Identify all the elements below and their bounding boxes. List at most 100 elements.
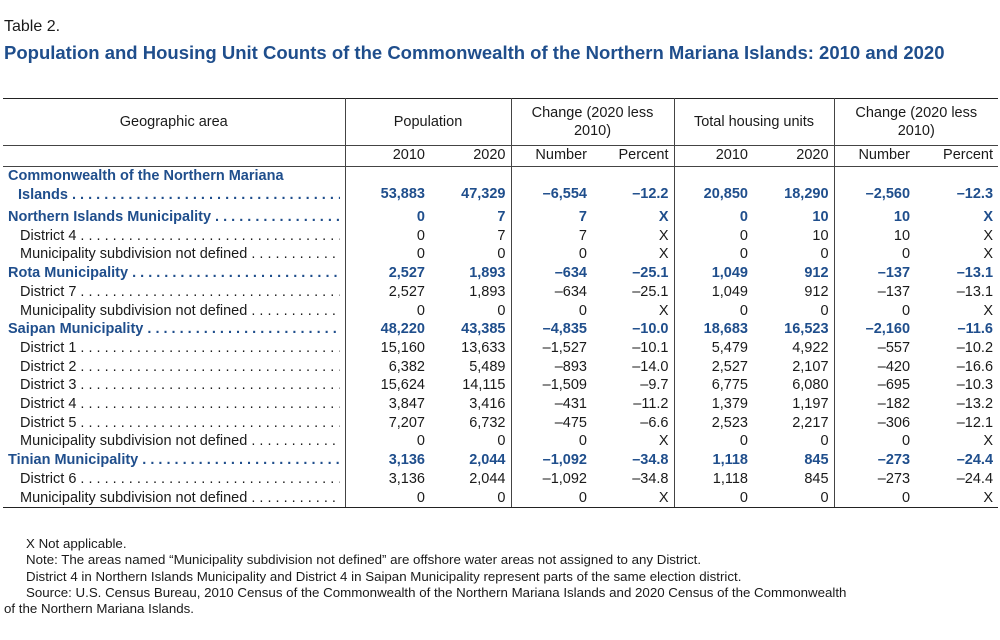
value-cell: 2,217 bbox=[792, 414, 829, 431]
value-cell: –893 bbox=[510, 357, 592, 377]
value-cell: –16.6 bbox=[956, 358, 994, 375]
geo-area-cell: District 3 bbox=[3, 376, 345, 395]
geo-area-cell: Rota Municipality bbox=[3, 264, 345, 283]
value-cell: 2,044 bbox=[469, 470, 506, 487]
geo-area-cell: Municipality subdivision not defined bbox=[3, 245, 345, 264]
value-cell: 14,115 bbox=[462, 377, 506, 394]
value-cell: 13,633 bbox=[461, 339, 506, 356]
table-row: Commonwealth of the Northern Mariana Isla… bbox=[3, 166, 998, 209]
value-cell: 912 bbox=[804, 283, 829, 300]
value-cell: 18,683 bbox=[673, 320, 753, 339]
value-cell: 0 bbox=[344, 488, 430, 509]
table-row: District 43,8473,416–431–11.21,3791,197–… bbox=[3, 395, 998, 414]
geo-area-cell: District 6 bbox=[3, 470, 345, 489]
value-cell: 0 bbox=[673, 245, 753, 265]
table-title: Population and Housing Unit Counts of th… bbox=[4, 42, 945, 63]
value-cell: –2,160 bbox=[833, 320, 916, 339]
value-cell: 3,136 bbox=[344, 451, 430, 470]
value-cell: –420 bbox=[833, 357, 916, 377]
header-blank bbox=[3, 145, 345, 167]
value-cell: 845 bbox=[804, 452, 829, 469]
value-cell: 0 bbox=[344, 226, 430, 246]
notes: X Not applicable. Note: The areas named … bbox=[4, 536, 996, 617]
value-cell: 0 bbox=[673, 226, 753, 246]
header-hu-percent: Percent bbox=[915, 145, 999, 167]
value-cell: –4,835 bbox=[510, 320, 592, 339]
geo-area-cell: Tinian Municipality bbox=[3, 451, 345, 470]
table-row: District 4077X01010X bbox=[3, 226, 998, 246]
value-cell: 2,527 bbox=[344, 264, 430, 283]
value-cell: 15,160 bbox=[344, 338, 430, 358]
geo-area-cell: Northern Islands Municipality bbox=[3, 208, 345, 227]
value-cell: –10.2 bbox=[956, 339, 994, 356]
value-cell: 5,479 bbox=[673, 338, 753, 358]
value-cell: 0 bbox=[673, 301, 753, 321]
value-cell: –306 bbox=[833, 413, 916, 433]
header-change-housing: Change (2020 less 2010) bbox=[833, 98, 999, 146]
value-cell: 1,379 bbox=[673, 395, 753, 414]
value-cell: –6.6 bbox=[640, 414, 669, 431]
geo-area-cell: Commonwealth of the Northern Mariana Isla… bbox=[3, 167, 345, 209]
value-cell: –137 bbox=[833, 282, 916, 302]
value-cell: 0 bbox=[820, 433, 829, 450]
value-cell: 0 bbox=[510, 488, 592, 509]
value-cell: –634 bbox=[510, 264, 592, 283]
value-cell: 0 bbox=[344, 301, 430, 321]
geo-area-cell: District 5 bbox=[3, 414, 345, 433]
table-row: District 26,3825,489–893–14.02,5272,107–… bbox=[3, 357, 998, 377]
note-offshore-areas: Note: The areas named “Municipality subd… bbox=[26, 552, 702, 568]
value-cell: –13.1 bbox=[956, 283, 994, 300]
value-cell: –11.6 bbox=[957, 321, 994, 338]
value-cell: X bbox=[658, 227, 669, 244]
geo-area-name: Municipality subdivision not defined bbox=[20, 303, 340, 319]
value-cell: 0 bbox=[673, 432, 753, 452]
value-cell: X bbox=[658, 433, 669, 450]
value-cell: 3,416 bbox=[469, 396, 506, 413]
value-cell: 10 bbox=[812, 209, 829, 225]
geo-area-name: District 5 bbox=[20, 415, 340, 431]
value-cell: 2,107 bbox=[792, 358, 829, 375]
value-cell: 7 bbox=[510, 226, 592, 246]
data-table: Geographic area Population Change (2020 … bbox=[3, 98, 999, 509]
value-cell: 15,624 bbox=[344, 376, 430, 396]
geo-area-name: District 6 bbox=[20, 471, 340, 487]
value-cell: 5,489 bbox=[469, 358, 506, 375]
value-cell: 0 bbox=[344, 245, 430, 265]
value-cell: 2,044 bbox=[469, 452, 506, 469]
value-cell: X bbox=[983, 246, 994, 263]
table-row: District 63,1362,044–1,092–34.81,118845–… bbox=[3, 469, 998, 489]
table-row: Municipality subdivision not defined000X… bbox=[3, 432, 998, 452]
value-cell: 0 bbox=[753, 488, 835, 509]
value-cell: 1,049 bbox=[673, 264, 753, 283]
value-cell: 0 bbox=[510, 301, 592, 321]
value-cell: 18,290 bbox=[784, 186, 829, 203]
value-cell: 6,080 bbox=[792, 377, 829, 394]
header-hu-2020: 2020 bbox=[753, 145, 835, 167]
geo-area-name: Northern Islands Municipality bbox=[8, 209, 340, 225]
table-row: Municipality subdivision not defined000X… bbox=[3, 245, 998, 265]
value-cell: –10.0 bbox=[632, 321, 669, 338]
value-cell: 1,049 bbox=[673, 282, 753, 302]
value-cell: 0 bbox=[497, 433, 506, 450]
note-source-continued: of the Northern Mariana Islands. bbox=[4, 601, 194, 617]
geo-area-cell: Municipality subdivision not defined bbox=[3, 432, 345, 451]
value-cell: –273 bbox=[833, 451, 916, 470]
value-cell: –1,092 bbox=[510, 451, 592, 470]
header-hu-2010: 2010 bbox=[673, 145, 753, 167]
value-cell: 2,523 bbox=[673, 413, 753, 433]
table-label: Table 2. bbox=[4, 18, 61, 35]
geo-area-name: Rota Municipality bbox=[8, 265, 340, 281]
value-cell: –10.1 bbox=[632, 339, 669, 356]
value-cell: X bbox=[915, 488, 999, 509]
value-cell: –34.8 bbox=[632, 452, 669, 469]
value-cell: 0 bbox=[510, 245, 592, 265]
value-cell: 3,136 bbox=[344, 469, 430, 489]
table-row: Municipality subdivision not defined000X… bbox=[3, 488, 999, 509]
value-cell: 0 bbox=[344, 208, 430, 227]
value-cell: –1,092 bbox=[510, 469, 592, 489]
value-cell: –24.4 bbox=[956, 452, 994, 469]
geo-area-name: District 7 bbox=[20, 284, 340, 300]
value-cell: 0 bbox=[344, 432, 430, 452]
value-cell: 2,527 bbox=[673, 357, 753, 377]
